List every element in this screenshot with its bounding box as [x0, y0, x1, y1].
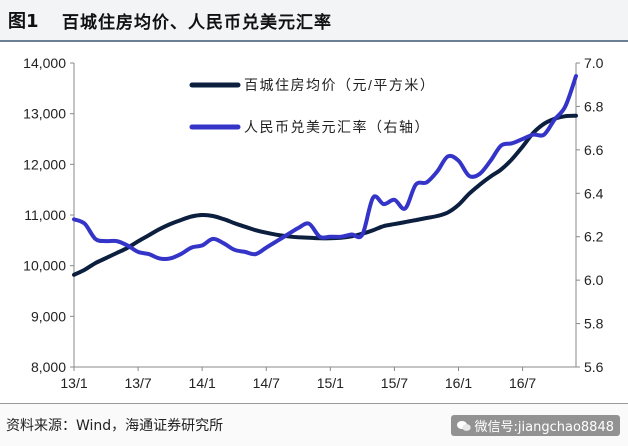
chart-legend: 百城住房均价（元/平方米） 人民币兑美元汇率（右轴） [189, 77, 435, 135]
x-tick-label: 16/7 [509, 375, 536, 391]
chart-title: 百城住房均价、人民币兑美元汇率 [62, 13, 332, 33]
left-tick-label: 14,000 [23, 55, 66, 71]
source-note: 资料来源：Wind，海通证券研究所 [6, 418, 224, 434]
right-tick-label: 5.6 [584, 359, 604, 375]
x-tick-label: 13/1 [60, 375, 87, 391]
x-tick-label: 14/7 [253, 375, 280, 391]
x-tick-label: 15/7 [381, 375, 408, 391]
exchange-rate-line [72, 74, 578, 261]
left-tick-label: 8,000 [31, 359, 66, 375]
right-tick-label: 6.6 [584, 142, 604, 158]
x-tick-label: 14/1 [189, 375, 216, 391]
watermark: 微信号:jiangchao8848 [450, 415, 620, 436]
right-tick-label: 6.4 [584, 185, 604, 201]
left-tick-label: 12,000 [23, 156, 66, 172]
chart-axes: 8,000 9,000 10,000 11,000 12,000 13,000 14,000… [23, 55, 604, 391]
x-tick-label: 13/7 [124, 375, 151, 391]
x-tick-label: 15/1 [317, 375, 344, 391]
legend-label: 百城住房均价（元/平方米） [244, 77, 435, 93]
right-tick-label: 6.0 [584, 272, 604, 288]
x-tick-label: 16/1 [445, 375, 472, 391]
footer: 资料来源：Wind，海通证券研究所 微信号:jiangchao8848 [0, 403, 628, 446]
figure-label: 图1 [8, 11, 39, 32]
wechat-icon [456, 421, 471, 431]
right-tick-label: 6.2 [584, 229, 604, 245]
left-tick-label: 13,000 [23, 106, 66, 122]
left-tick-label: 10,000 [23, 258, 66, 274]
right-tick-label: 6.8 [584, 98, 604, 114]
line-chart: 8,000 9,000 10,000 11,000 12,000 13,000 14,000… [23, 55, 604, 391]
right-tick-label: 5.8 [584, 316, 604, 332]
title-bar: 图1 百城住房均价、人民币兑美元汇率 [0, 0, 628, 42]
chart-series [72, 74, 578, 277]
house-price-line [72, 113, 578, 277]
left-tick-label: 11,000 [24, 207, 66, 223]
right-tick-label: 7.0 [584, 55, 604, 71]
watermark-text: 微信号:jiangchao8848 [474, 420, 614, 435]
left-tick-label: 9,000 [31, 308, 66, 324]
legend-label: 人民币兑美元汇率（右轴） [244, 119, 430, 135]
